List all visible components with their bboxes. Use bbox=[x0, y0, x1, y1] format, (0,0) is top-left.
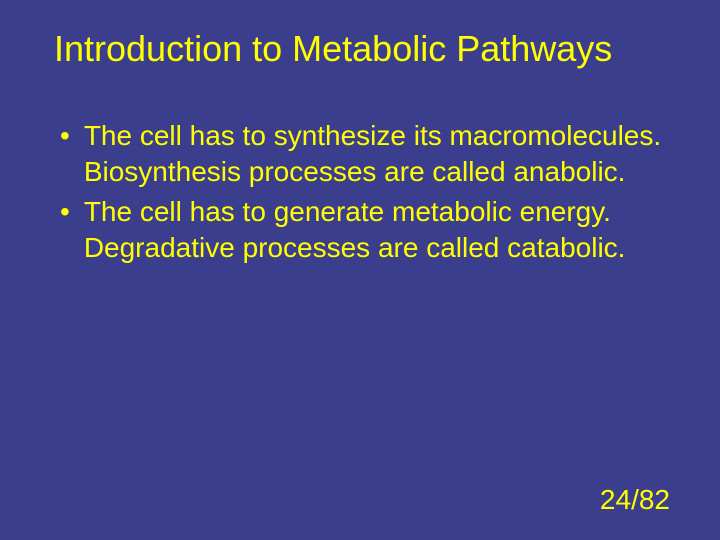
slide-content: • The cell has to synthesize its macromo… bbox=[50, 118, 670, 266]
slide-container: Introduction to Metabolic Pathways • The… bbox=[0, 0, 720, 540]
bullet-text: The cell has to synthesize its macromole… bbox=[84, 118, 670, 190]
bullet-icon: • bbox=[60, 118, 70, 154]
page-number: 24/82 bbox=[600, 484, 670, 516]
bullet-item: • The cell has to generate metabolic ene… bbox=[60, 194, 670, 266]
bullet-text: The cell has to generate metabolic energ… bbox=[84, 194, 670, 266]
bullet-item: • The cell has to synthesize its macromo… bbox=[60, 118, 670, 190]
slide-title: Introduction to Metabolic Pathways bbox=[54, 28, 670, 70]
bullet-icon: • bbox=[60, 194, 70, 230]
